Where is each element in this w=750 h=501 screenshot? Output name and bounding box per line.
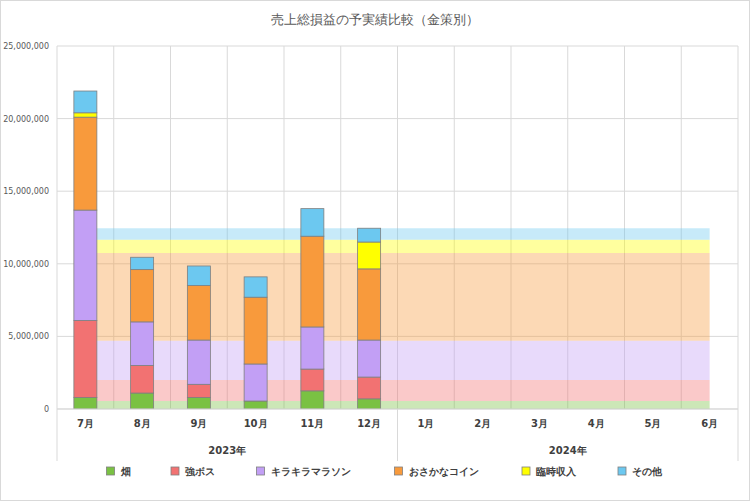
chart-frame bbox=[1, 1, 750, 501]
bar-segment bbox=[131, 322, 154, 366]
bar-segment bbox=[244, 277, 267, 297]
legend-label: 臨時収入 bbox=[536, 466, 577, 477]
bar-segment bbox=[301, 391, 324, 409]
legend-label: その他 bbox=[632, 466, 663, 477]
bar-segment bbox=[131, 270, 154, 322]
x-tick-label: 9月 bbox=[190, 418, 207, 429]
bar-segment bbox=[301, 236, 324, 327]
title: 売上総損益の予実績比較（金策別） bbox=[271, 12, 479, 27]
legend-swatch bbox=[618, 467, 626, 475]
bar-segment bbox=[358, 228, 381, 242]
bar-segment bbox=[74, 320, 97, 397]
x-tick-label: 6月 bbox=[701, 418, 718, 429]
bar-segment bbox=[358, 340, 381, 377]
legend-label: 強ボス bbox=[185, 466, 215, 477]
x-tick-label: 2月 bbox=[474, 418, 491, 429]
x-tick-label: 5月 bbox=[644, 418, 661, 429]
bar-segment bbox=[74, 210, 97, 320]
legend-label: キラキラマラソン bbox=[271, 466, 351, 477]
bar-segment bbox=[187, 286, 210, 340]
legend-swatch bbox=[395, 467, 403, 475]
plan-area bbox=[85, 253, 709, 341]
x-tick-label: 1月 bbox=[417, 418, 434, 429]
plan-area bbox=[85, 341, 709, 380]
x-tick-label: 8月 bbox=[134, 418, 151, 429]
bar-segment bbox=[131, 365, 154, 393]
x-group-label: 2023年 bbox=[208, 445, 246, 456]
bar-segment bbox=[358, 242, 381, 269]
bar-segment bbox=[74, 117, 97, 210]
y-tick-label: 15,000,000 bbox=[3, 187, 49, 196]
bar-segment bbox=[244, 297, 267, 364]
x-tick-label: 11月 bbox=[300, 418, 324, 429]
bar-segment bbox=[187, 384, 210, 397]
x-tick-label: 4月 bbox=[588, 418, 605, 429]
y-tick-label: 10,000,000 bbox=[3, 260, 49, 269]
legend: 畑 強ボス キラキラマラソン おさかなコイン 臨時収入 その他 bbox=[107, 466, 664, 478]
plan-area bbox=[85, 228, 709, 240]
y-tick-label: 25,000,000 bbox=[3, 42, 49, 51]
legend-swatch bbox=[522, 467, 530, 475]
bar-segment bbox=[187, 266, 210, 286]
plan-area bbox=[85, 401, 709, 409]
x-group-label: 2024年 bbox=[549, 445, 587, 456]
y-axis-line bbox=[57, 46, 58, 409]
y-tick-label: 5,000,000 bbox=[8, 332, 49, 341]
bar-segment bbox=[301, 369, 324, 391]
chart: 売上総損益の予実績比較（金策別） 0 5,000,000 10,000,000 15,0… bbox=[0, 0, 750, 501]
grid bbox=[57, 46, 738, 409]
grid-line bbox=[738, 46, 739, 409]
group-separator bbox=[397, 409, 398, 461]
plan-area bbox=[85, 240, 709, 253]
bar-segment bbox=[358, 269, 381, 340]
bar-segment bbox=[358, 399, 381, 409]
plan-area bbox=[85, 380, 709, 401]
group-separator bbox=[57, 409, 58, 461]
bar-segment bbox=[74, 91, 97, 113]
bar-segment bbox=[187, 397, 210, 409]
y-tick-label: 0 bbox=[44, 405, 49, 414]
bar-segment bbox=[301, 209, 324, 237]
x-tick-label: 7月 bbox=[77, 418, 94, 429]
bar-segment bbox=[244, 401, 267, 409]
bar-segment bbox=[74, 397, 97, 409]
bar-segment bbox=[131, 393, 154, 409]
legend-swatch bbox=[171, 467, 179, 475]
x-tick-label: 10月 bbox=[244, 418, 268, 429]
bar-segment bbox=[244, 364, 267, 401]
legend-label: おさかなコイン bbox=[409, 466, 479, 478]
bar-segment bbox=[358, 377, 381, 399]
x-tick-label: 3月 bbox=[531, 418, 548, 429]
y-tick-label: 20,000,000 bbox=[3, 115, 49, 124]
legend-swatch bbox=[257, 467, 265, 475]
bar-segment bbox=[187, 340, 210, 384]
bar-segment bbox=[301, 327, 324, 369]
legend-swatch bbox=[107, 467, 115, 475]
legend-label: 畑 bbox=[120, 466, 131, 477]
bar-segment bbox=[74, 113, 97, 117]
plot-area bbox=[74, 91, 710, 409]
x-tick-label: 12月 bbox=[357, 418, 381, 429]
group-separator bbox=[738, 409, 739, 461]
bar-segment bbox=[131, 257, 154, 269]
